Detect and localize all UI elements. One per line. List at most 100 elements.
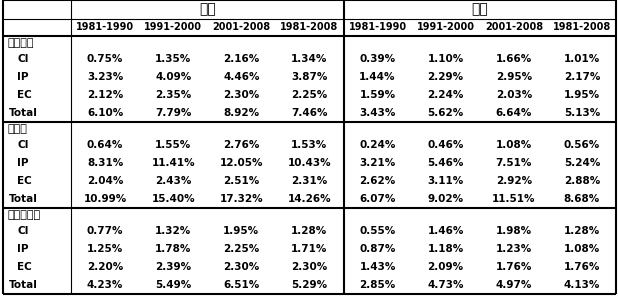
Text: 8.68%: 8.68%	[564, 194, 600, 204]
Text: IP: IP	[17, 158, 28, 168]
Text: 1.55%: 1.55%	[155, 140, 192, 150]
Text: 1.98%: 1.98%	[496, 226, 532, 236]
Text: 2.20%: 2.20%	[87, 262, 123, 272]
Text: 6.07%: 6.07%	[360, 194, 396, 204]
Text: 4.73%: 4.73%	[428, 280, 464, 290]
Text: 10.43%: 10.43%	[287, 158, 331, 168]
Text: IP: IP	[17, 72, 28, 82]
Text: 0.24%: 0.24%	[360, 140, 396, 150]
Text: 2001-2008: 2001-2008	[212, 22, 271, 32]
Text: 日本: 日本	[199, 2, 216, 16]
Text: 5.46%: 5.46%	[428, 158, 464, 168]
Text: 1.35%: 1.35%	[155, 54, 192, 64]
Text: 0.87%: 0.87%	[360, 244, 396, 254]
Text: 12.05%: 12.05%	[219, 158, 263, 168]
Text: 5.13%: 5.13%	[564, 108, 600, 118]
Text: 11.41%: 11.41%	[151, 158, 195, 168]
Text: 2.30%: 2.30%	[291, 262, 328, 272]
Text: 2.92%: 2.92%	[496, 176, 532, 186]
Text: 1.23%: 1.23%	[496, 244, 532, 254]
Text: 8.31%: 8.31%	[87, 158, 123, 168]
Text: 1.01%: 1.01%	[564, 54, 600, 64]
Text: 1.71%: 1.71%	[291, 244, 328, 254]
Text: 2.17%: 2.17%	[564, 72, 600, 82]
Text: 0.55%: 0.55%	[360, 226, 396, 236]
Text: IP: IP	[17, 244, 28, 254]
Text: 17.32%: 17.32%	[219, 194, 263, 204]
Text: 15.40%: 15.40%	[151, 194, 195, 204]
Text: 5.49%: 5.49%	[155, 280, 192, 290]
Text: 1.78%: 1.78%	[155, 244, 192, 254]
Text: 1981-2008: 1981-2008	[281, 22, 339, 32]
Text: 2.39%: 2.39%	[155, 262, 191, 272]
Text: 2.30%: 2.30%	[223, 262, 260, 272]
Text: 7.51%: 7.51%	[496, 158, 532, 168]
Text: 0.39%: 0.39%	[360, 54, 396, 64]
Text: 2.85%: 2.85%	[360, 280, 396, 290]
Text: 4.09%: 4.09%	[155, 72, 192, 82]
Text: 2.35%: 2.35%	[155, 90, 192, 100]
Text: 0.46%: 0.46%	[428, 140, 464, 150]
Text: EC: EC	[17, 90, 32, 100]
Text: 1.28%: 1.28%	[291, 226, 328, 236]
Text: 0.77%: 0.77%	[87, 226, 124, 236]
Text: 1.76%: 1.76%	[564, 262, 600, 272]
Text: 製造業: 製造業	[7, 124, 27, 134]
Text: 1.53%: 1.53%	[291, 140, 328, 150]
Text: EC: EC	[17, 176, 32, 186]
Text: 7.79%: 7.79%	[155, 108, 192, 118]
Text: 2.51%: 2.51%	[223, 176, 260, 186]
Text: CI: CI	[17, 140, 28, 150]
Text: 1.95%: 1.95%	[564, 90, 600, 100]
Text: 1.10%: 1.10%	[428, 54, 464, 64]
Text: 2.76%: 2.76%	[223, 140, 260, 150]
Text: サービス業: サービス業	[7, 210, 40, 220]
Text: 8.92%: 8.92%	[223, 108, 260, 118]
Text: 1991-2000: 1991-2000	[144, 22, 202, 32]
Text: 2.31%: 2.31%	[291, 176, 328, 186]
Text: 1.95%: 1.95%	[223, 226, 260, 236]
Text: 2.04%: 2.04%	[87, 176, 123, 186]
Text: 1.28%: 1.28%	[564, 226, 600, 236]
Text: Total: Total	[9, 194, 38, 204]
Text: Total: Total	[9, 280, 38, 290]
Text: 1.34%: 1.34%	[291, 54, 328, 64]
Text: 9.02%: 9.02%	[428, 194, 464, 204]
Text: 0.64%: 0.64%	[87, 140, 123, 150]
Text: 10.99%: 10.99%	[83, 194, 127, 204]
Text: 1981-1990: 1981-1990	[349, 22, 407, 32]
Text: 5.62%: 5.62%	[428, 108, 464, 118]
Text: 経済全体: 経済全体	[7, 38, 33, 48]
Text: CI: CI	[17, 54, 28, 64]
Text: 1.08%: 1.08%	[564, 244, 600, 254]
Text: 2.43%: 2.43%	[155, 176, 192, 186]
Text: 0.75%: 0.75%	[87, 54, 123, 64]
Text: 1.43%: 1.43%	[360, 262, 396, 272]
Text: CI: CI	[17, 226, 28, 236]
Text: 1.76%: 1.76%	[496, 262, 532, 272]
Text: 14.26%: 14.26%	[287, 194, 331, 204]
Text: 4.97%: 4.97%	[496, 280, 532, 290]
Text: 11.51%: 11.51%	[492, 194, 536, 204]
Text: 1991-2000: 1991-2000	[417, 22, 475, 32]
Text: 1981-1990: 1981-1990	[76, 22, 134, 32]
Text: 6.64%: 6.64%	[496, 108, 532, 118]
Text: 0.56%: 0.56%	[564, 140, 600, 150]
Text: 2.12%: 2.12%	[87, 90, 123, 100]
Text: 1.44%: 1.44%	[359, 72, 396, 82]
Text: 1.32%: 1.32%	[155, 226, 192, 236]
Text: 6.10%: 6.10%	[87, 108, 123, 118]
Text: 2.25%: 2.25%	[291, 90, 328, 100]
Text: 1.25%: 1.25%	[87, 244, 123, 254]
Text: 1.59%: 1.59%	[360, 90, 396, 100]
Text: 3.11%: 3.11%	[428, 176, 464, 186]
Text: 7.46%: 7.46%	[291, 108, 328, 118]
Text: 2.25%: 2.25%	[223, 244, 260, 254]
Text: 2.16%: 2.16%	[223, 54, 260, 64]
Text: 2.24%: 2.24%	[428, 90, 464, 100]
Text: 3.87%: 3.87%	[291, 72, 328, 82]
Text: EC: EC	[17, 262, 32, 272]
Text: 3.21%: 3.21%	[360, 158, 396, 168]
Text: 2001-2008: 2001-2008	[485, 22, 543, 32]
Text: 2.30%: 2.30%	[223, 90, 260, 100]
